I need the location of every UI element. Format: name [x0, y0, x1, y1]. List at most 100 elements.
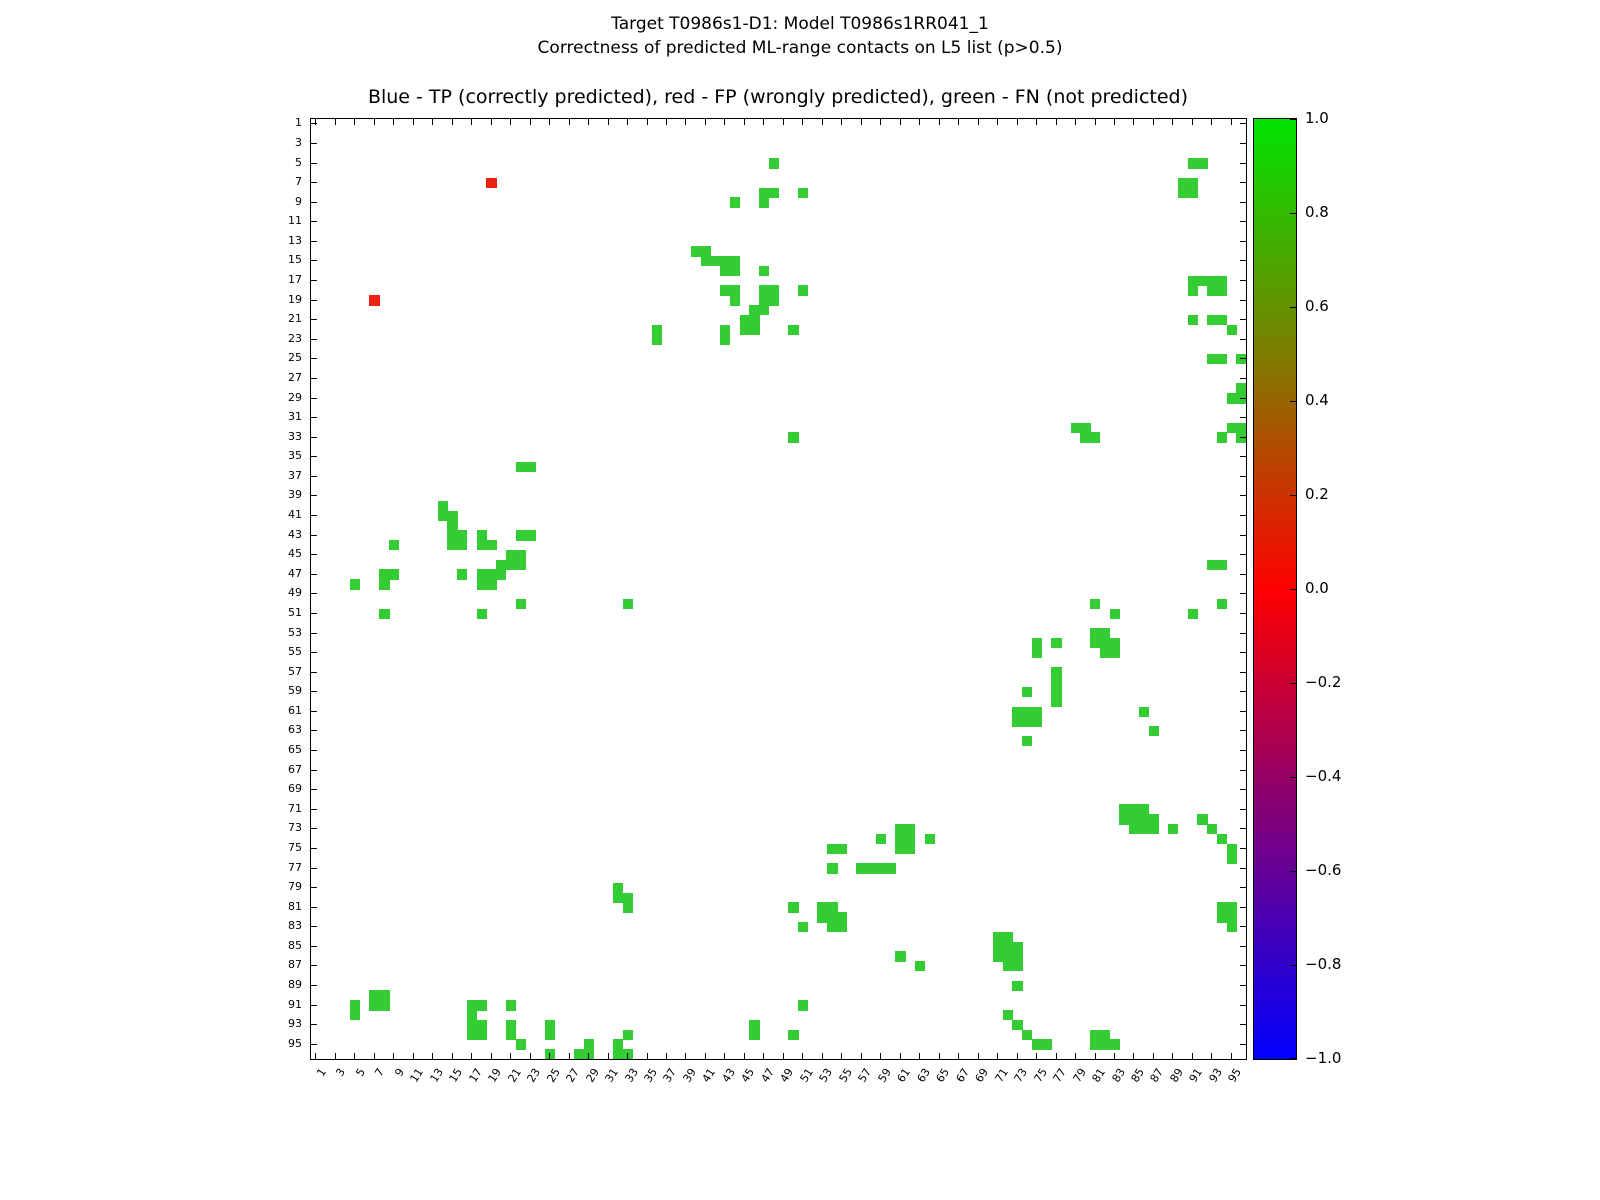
axis-tick: [997, 119, 999, 125]
axis-tick: [315, 1053, 317, 1059]
colorbar-tick-label: 0.4: [1305, 391, 1329, 409]
axis-tick: [311, 554, 317, 556]
contact-cell: [797, 1000, 809, 1011]
contact-cell: [622, 892, 633, 903]
contact-cell: [1187, 158, 1198, 169]
axis-tick: [1240, 867, 1246, 869]
axis-tick: [1240, 260, 1246, 262]
axis-tick: [1240, 221, 1246, 223]
contact-cell: [1090, 1039, 1101, 1050]
axis-tick: [354, 119, 356, 125]
contact-cell: [768, 158, 780, 169]
x-tick-label: 9: [392, 1066, 407, 1079]
y-tick-label: 81: [288, 899, 302, 913]
axis-tick: [802, 1053, 804, 1059]
contact-cell: [476, 1029, 487, 1041]
y-tick-label: 83: [288, 919, 302, 933]
axis-tick: [311, 828, 317, 830]
y-tick-label: 45: [288, 547, 302, 561]
contact-cell: [447, 530, 458, 541]
axis-tick: [311, 847, 317, 849]
y-tick-label: 73: [288, 821, 302, 835]
axis-tick: [977, 119, 979, 125]
contact-cell: [1129, 814, 1140, 825]
x-tick-label: 49: [777, 1066, 797, 1085]
x-tick-label: 85: [1128, 1066, 1148, 1085]
contact-cell: [525, 461, 536, 473]
contact-cell: [992, 951, 1004, 962]
axis-tick: [841, 119, 843, 125]
contact-cell: [1012, 1019, 1023, 1031]
colorbar-tick-label: 0.0: [1305, 579, 1329, 597]
contact-cell: [729, 265, 741, 277]
contact-cell: [1090, 598, 1101, 610]
contact-cell: [739, 314, 750, 326]
contact-cell: [720, 265, 731, 277]
contact-cell: [622, 1029, 633, 1041]
contact-cell: [1090, 637, 1101, 649]
colorbar-tick-label: −0.2: [1305, 673, 1342, 691]
axis-tick: [1240, 417, 1246, 419]
axis-tick: [704, 119, 706, 125]
axis-tick: [685, 119, 687, 125]
contact-cell: [1187, 285, 1198, 296]
contact-cell: [1031, 716, 1043, 727]
x-tick-label: 69: [972, 1066, 992, 1085]
contact-cell: [1207, 354, 1218, 365]
axis-tick: [529, 119, 531, 125]
contact-cell: [749, 1029, 760, 1041]
axis-tick: [568, 1053, 570, 1059]
axis-tick: [1016, 119, 1018, 125]
axis-tick: [311, 1024, 317, 1026]
axis-tick: [1075, 1053, 1077, 1059]
contact-cell: [1002, 931, 1013, 943]
contact-cell: [924, 833, 935, 845]
axis-tick: [1094, 1053, 1096, 1059]
axis-tick: [315, 119, 317, 125]
axis-tick: [373, 119, 375, 125]
contact-cell: [1216, 598, 1228, 610]
contact-cell: [476, 569, 487, 580]
contact-cell: [1216, 314, 1228, 326]
contact-cell: [457, 540, 468, 551]
contact-cell: [1099, 1039, 1111, 1050]
axis-tick: [1240, 240, 1246, 242]
axis-tick: [1211, 119, 1213, 125]
axis-tick: [311, 632, 317, 634]
axis-tick: [549, 119, 551, 125]
x-tick-label: 23: [524, 1066, 544, 1085]
axis-tick: [1240, 475, 1246, 477]
contact-cell: [1051, 677, 1062, 688]
axis-tick: [1240, 515, 1246, 517]
x-tick-label: 95: [1225, 1066, 1245, 1085]
contact-cell: [476, 530, 487, 541]
axis-tick: [311, 750, 317, 752]
axis-tick: [311, 769, 317, 771]
y-tick-label: 91: [288, 997, 302, 1011]
axis-tick: [938, 1053, 940, 1059]
contact-cell: [720, 324, 731, 336]
contact-cell: [895, 824, 906, 835]
axis-tick: [311, 1004, 317, 1006]
contact-cell: [379, 608, 390, 619]
contact-cell: [1021, 735, 1033, 747]
contact-cell: [875, 863, 887, 874]
contact-cell: [1177, 187, 1189, 198]
axis-tick: [704, 1053, 706, 1059]
axis-tick: [1240, 495, 1246, 497]
y-tick-label: 57: [288, 664, 302, 678]
y-tick-label: 85: [288, 938, 302, 952]
contact-cell: [788, 324, 799, 336]
contact-cell: [505, 559, 517, 571]
axis-tick: [354, 1053, 356, 1059]
axis-tick: [311, 260, 317, 262]
contact-cell: [612, 1049, 624, 1059]
contact-cell: [612, 1039, 624, 1050]
contact-cell: [1138, 814, 1150, 825]
figure-title-line1: Target T0986s1-D1: Model T0986s1RR041_1: [611, 14, 989, 34]
x-tick-label: 43: [719, 1066, 738, 1085]
axis-tick: [1290, 212, 1296, 214]
y-tick-label: 1: [295, 116, 302, 130]
contact-cell: [1226, 393, 1237, 404]
